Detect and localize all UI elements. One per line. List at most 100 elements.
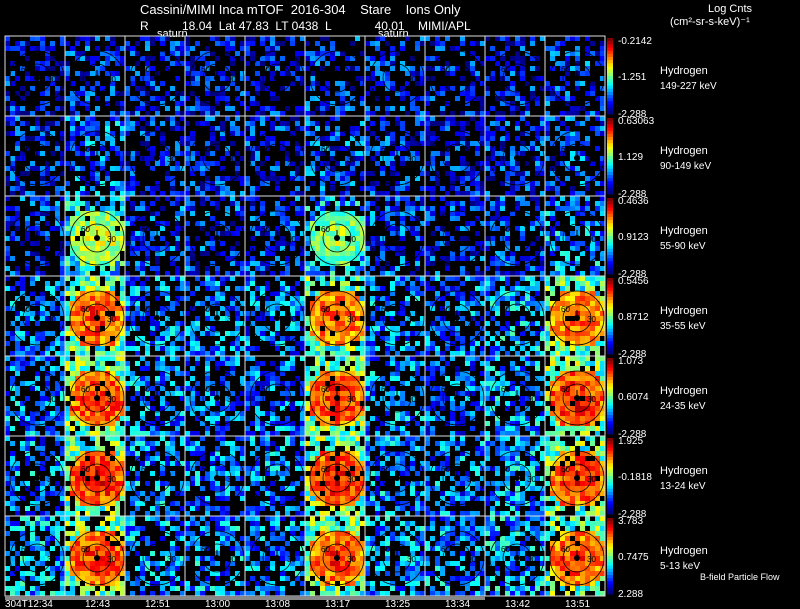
pixel	[155, 411, 160, 416]
pixel	[10, 286, 15, 291]
pixel	[505, 131, 510, 136]
ring-label: 60	[261, 145, 270, 154]
colorbar-mid: -1.251	[618, 72, 647, 83]
pixel	[165, 246, 170, 251]
pixel	[580, 241, 585, 246]
pixel	[410, 291, 415, 296]
pixel	[25, 76, 30, 81]
pixel	[55, 366, 60, 371]
pixel	[370, 246, 375, 251]
pixel	[340, 331, 345, 336]
pixel	[145, 156, 150, 161]
pixel	[345, 56, 350, 61]
pixel	[160, 56, 165, 61]
pixel	[90, 401, 95, 406]
pixel	[130, 111, 135, 116]
pixel	[240, 101, 245, 106]
pixel	[80, 86, 85, 91]
pixel	[100, 361, 105, 366]
pixel	[90, 241, 95, 246]
pixel	[85, 411, 90, 416]
pixel	[75, 306, 80, 311]
pixel	[470, 91, 475, 96]
pixel	[70, 161, 75, 166]
pixel	[270, 291, 275, 296]
pixel	[300, 326, 305, 331]
pixel	[85, 431, 90, 436]
pixel	[320, 311, 325, 316]
pixel	[455, 96, 460, 101]
pixel	[80, 131, 85, 136]
pixel	[155, 161, 160, 166]
pixel	[440, 86, 445, 91]
pixel	[220, 356, 225, 361]
pixel	[170, 346, 175, 351]
pixel	[440, 196, 445, 201]
pixel	[75, 166, 80, 171]
pixel	[90, 396, 95, 401]
pixel	[210, 301, 215, 306]
pixel	[310, 166, 315, 171]
pixel	[85, 106, 90, 111]
pixel	[360, 81, 365, 86]
pixel	[320, 136, 325, 141]
pixel	[125, 186, 130, 191]
pixel	[170, 431, 175, 436]
pixel	[110, 281, 115, 286]
pixel	[55, 221, 60, 226]
pixel	[160, 291, 165, 296]
ring-30	[502, 143, 532, 173]
pixel	[475, 216, 480, 221]
pixel	[565, 176, 570, 181]
pixel	[95, 56, 100, 61]
pixel	[25, 416, 30, 421]
pixel	[240, 191, 245, 196]
pixel	[400, 126, 405, 131]
pixel	[570, 186, 575, 191]
pixel	[180, 391, 185, 396]
pixel	[70, 261, 75, 266]
pixel	[535, 206, 540, 211]
pixel	[565, 201, 570, 206]
pixel	[55, 76, 60, 81]
pixel	[45, 351, 50, 356]
pixel	[560, 296, 565, 301]
pixel	[40, 316, 45, 321]
pixel	[595, 131, 600, 136]
pixel	[455, 216, 460, 221]
pixel	[275, 211, 280, 216]
pixel	[415, 296, 420, 301]
pixel	[160, 361, 165, 366]
pixel	[550, 331, 555, 336]
pixel	[55, 106, 60, 111]
pixel	[180, 116, 185, 121]
pixel	[500, 261, 505, 266]
pixel	[545, 116, 550, 121]
pixel	[490, 166, 495, 171]
pixel	[230, 126, 235, 131]
pixel	[35, 116, 40, 121]
pixel	[565, 131, 570, 136]
pixel	[5, 176, 10, 181]
pixel	[330, 246, 335, 251]
pixel	[335, 306, 340, 311]
ring-label: 30	[407, 315, 416, 324]
pixel	[45, 246, 50, 251]
pixel	[575, 336, 580, 341]
pixel	[50, 331, 55, 336]
pixel	[515, 336, 520, 341]
pixel	[425, 126, 430, 131]
pixel	[135, 106, 140, 111]
pixel	[565, 276, 570, 281]
ring-30	[382, 143, 412, 173]
pixel	[305, 276, 310, 281]
pixel	[70, 231, 75, 236]
pixel	[175, 356, 180, 361]
pixel	[170, 261, 175, 266]
pixel	[335, 301, 340, 306]
pixel	[460, 271, 465, 276]
pixel	[220, 276, 225, 281]
pixel	[215, 86, 220, 91]
pixel	[470, 181, 475, 186]
ring-30	[562, 63, 592, 93]
